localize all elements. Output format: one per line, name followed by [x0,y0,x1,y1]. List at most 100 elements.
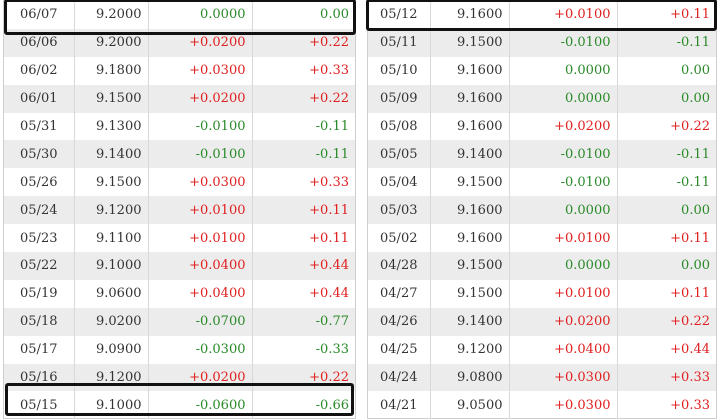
change-cell: -0.0100 [509,168,618,197]
date-cell: 06/01 [4,84,75,113]
table-row: 05/24 9.1200 +0.0100 +0.11 [4,196,355,225]
change-percent-cell: +0.22 [670,119,710,134]
table-row: 05/15 9.1000 -0.0600 -0.66 [4,391,355,419]
price-cell: 9.1600 [430,84,510,113]
change-cell: -0.0100 [148,112,253,141]
change-cell: 0.0000 [148,1,253,29]
date-cell: 05/16 [4,363,75,392]
table-row: 04/26 9.1400 +0.0200 +0.22 [368,307,716,336]
change-percent-cell: +0.44 [670,342,710,358]
date-cell: 05/22 [4,252,75,280]
price-cell: 9.1500 [74,168,149,197]
date-cell: 04/27 [368,279,431,308]
change-percent-cell: +0.44 [309,286,349,302]
price-cell: 9.0200 [74,307,149,336]
table-row: 05/16 9.1200 +0.0200 +0.22 [4,363,355,392]
change-cell: +0.0100 [509,224,618,253]
date-cell: 05/08 [368,112,431,141]
change-percent-cell: +0.11 [252,196,355,225]
table-row: 05/18 9.0200 -0.0700 -0.77 [4,307,355,336]
change-cell: 0.0000 [509,196,618,225]
date-cell: 05/31 [4,112,75,141]
date-cell: 05/18 [4,307,75,336]
price-cell: 9.1600 [430,112,510,141]
change-cell: +0.0400 [148,252,253,280]
change-percent-cell: -0.11 [617,140,716,169]
date-cell: 06/07 [4,1,75,29]
price-cell: 9.1600 [430,1,510,29]
change-cell: +0.0200 [509,307,618,336]
price-cell: 9.1400 [430,140,510,169]
change-percent-cell: -0.11 [617,28,716,57]
table-row: 05/31 9.1300 -0.0100 -0.11 [4,112,355,141]
table-row: 05/09 9.1600 0.0000 0.00 [368,84,716,113]
date-cell: 05/23 [4,224,75,253]
table-row: 05/03 9.1600 0.0000 0.00 [368,196,716,225]
date-cell: 05/04 [368,168,431,197]
table-row: 05/05 9.1400 -0.0100 -0.11 [368,140,716,169]
change-percent-cell: +0.22 [617,307,716,336]
table-row: 05/02 9.1600 +0.0100 +0.11 [368,224,716,253]
change-percent-cell: +0.11 [309,230,349,246]
table-row: 05/23 9.1100 +0.0100 +0.11 [4,224,355,253]
change-cell: -0.0100 [148,140,253,169]
table-row: 06/06 9.2000 +0.0200 +0.22 [4,28,355,57]
change-percent-cell: +0.33 [309,63,349,79]
change-percent-cell: +0.44 [252,252,355,280]
change-percent-cell: -0.11 [252,140,355,169]
change-cell: 0.0000 [509,252,618,280]
change-cell: +0.0200 [148,84,253,113]
change-percent-cell: 0.00 [617,196,716,225]
change-percent-cell: +0.22 [252,28,355,57]
price-cell: 9.1100 [74,224,149,253]
change-cell: -0.0300 [148,335,253,364]
table-row: 05/10 9.1600 0.0000 0.00 [368,56,716,85]
change-cell: -0.0100 [509,28,618,57]
change-percent-cell: -0.66 [315,397,349,413]
price-cell: 9.1500 [74,84,149,113]
date-cell: 04/28 [368,252,431,280]
change-cell: -0.0100 [509,140,618,169]
change-percent-cell: -0.11 [315,119,349,134]
change-percent-cell: 0.00 [320,7,349,23]
change-percent-cell: +0.33 [670,397,710,413]
date-cell: 05/02 [368,224,431,253]
date-cell: 06/06 [4,28,75,57]
change-cell: 0.0000 [509,84,618,113]
price-cell: 9.0600 [74,279,149,308]
table-row: 06/02 9.1800 +0.0300 +0.33 [4,56,355,85]
price-cell: 9.0500 [430,391,510,419]
price-cell: 9.1600 [430,56,510,85]
table-row: 04/24 9.0800 +0.0300 +0.33 [368,363,716,392]
change-cell: +0.0100 [509,279,618,308]
change-percent-cell: 0.00 [617,252,716,280]
date-cell: 04/25 [368,335,431,364]
table-row: 05/26 9.1500 +0.0300 +0.33 [4,168,355,197]
date-cell: 04/21 [368,391,431,419]
change-percent-cell: +0.33 [309,174,349,190]
price-cell: 9.0800 [430,363,510,392]
date-cell: 05/09 [368,84,431,113]
change-percent-cell: +0.22 [252,84,355,113]
price-history-table-left: 06/07 9.2000 0.0000 0.00 06/06 9.2000 +0.0200 +… [3,0,356,419]
table-row: 04/25 9.1200 +0.0400 +0.44 [368,335,716,364]
change-cell: +0.0300 [509,363,618,392]
table-row: 04/28 9.1500 0.0000 0.00 [368,252,716,280]
price-cell: 9.1500 [430,252,510,280]
price-cell: 9.1400 [430,307,510,336]
price-cell: 9.0900 [74,335,149,364]
change-cell: +0.0400 [148,279,253,308]
date-cell: 06/02 [4,56,75,85]
price-cell: 9.1500 [430,279,510,308]
price-cell: 9.2000 [74,28,149,57]
date-cell: 05/11 [368,28,431,57]
price-cell: 9.1200 [430,335,510,364]
change-cell: +0.0400 [509,335,618,364]
table-row: 04/21 9.0500 +0.0300 +0.33 [368,391,716,419]
table-row: 05/22 9.1000 +0.0400 +0.44 [4,252,355,280]
price-cell: 9.1600 [430,224,510,253]
date-cell: 05/24 [4,196,75,225]
price-cell: 9.1400 [74,140,149,169]
price-cell: 9.1200 [74,363,149,392]
change-cell: 0.0000 [509,56,618,85]
